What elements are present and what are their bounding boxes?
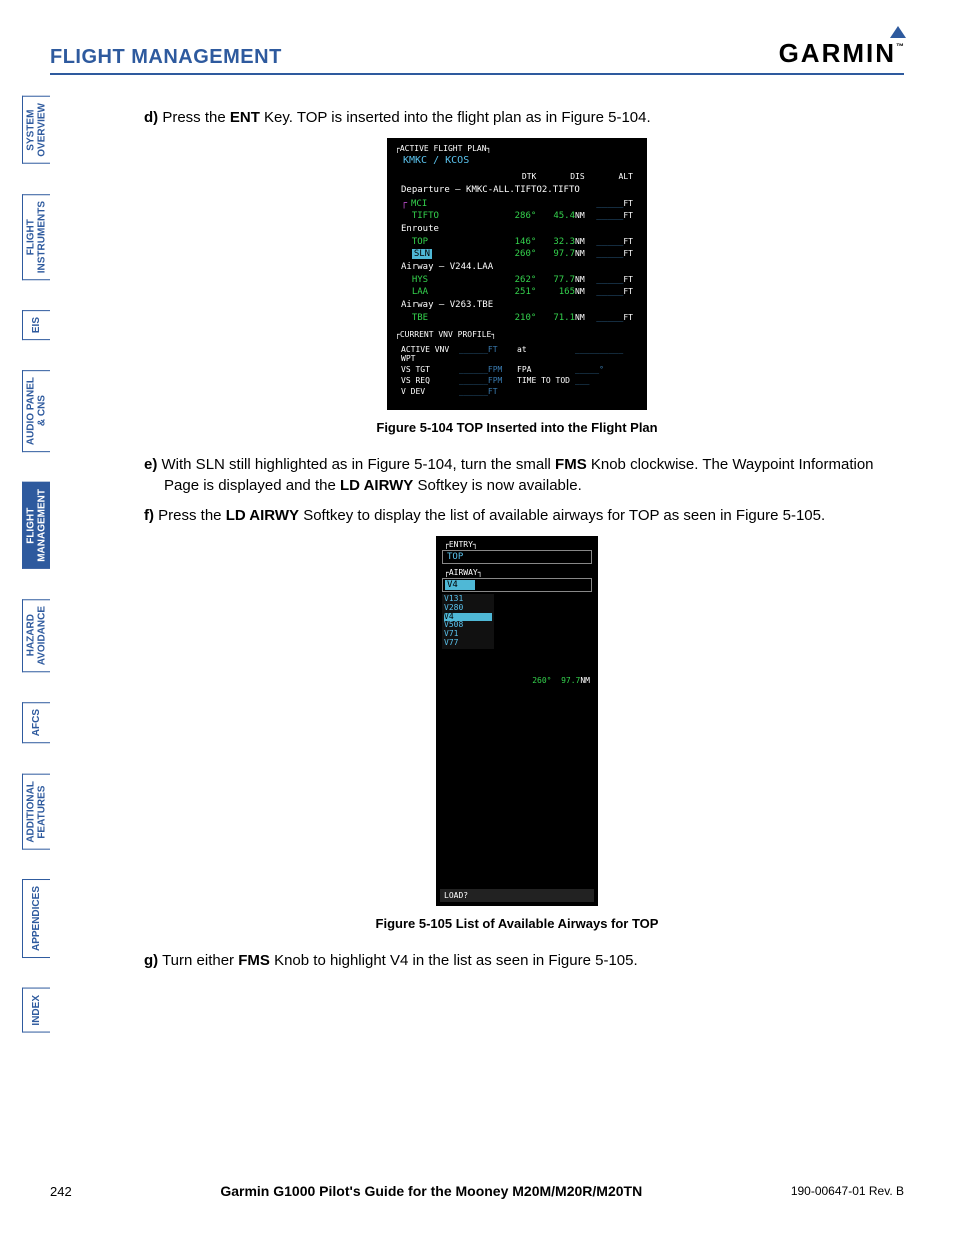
vnv-row: ACTIVE VNV WPT______FTat__________: [401, 345, 633, 363]
airway-label: ┌AIRWAY┐: [440, 568, 594, 577]
content-area: d) Press the ENT Key. TOP is inserted in…: [144, 108, 890, 981]
brand-text: GARMIN: [779, 38, 896, 68]
vnv-row: VS TGT______FPMFPA_____°: [401, 365, 633, 374]
afp-section-label: Airway – V263.TBE: [395, 298, 639, 312]
side-tab[interactable]: FLIGHTMANAGEMENT: [22, 482, 50, 569]
figure-105-caption: Figure 5-105 List of Available Airways f…: [144, 916, 890, 931]
side-tab[interactable]: ADDITIONALFEATURES: [22, 774, 50, 850]
figure-104-caption: Figure 5-104 TOP Inserted into the Fligh…: [144, 420, 890, 435]
entry-value: TOP: [442, 550, 592, 564]
vnv-row: VS REQ______FPMTIME TO TOD___: [401, 376, 633, 385]
afp-waypoint-row: TIFTO286°45.4NM_____FT: [395, 210, 639, 222]
footer-title: Garmin G1000 Pilot's Guide for the Moone…: [72, 1183, 791, 1199]
afp-section-label: Enroute: [395, 222, 639, 236]
side-tab[interactable]: AFCS: [22, 702, 50, 743]
side-tabs: SYSTEMOVERVIEW FLIGHTINSTRUMENTS EIS AUDIO …: [22, 96, 52, 1063]
afp-waypoint-row: ┌MCI_____FT: [395, 197, 639, 210]
page-number: 242: [50, 1184, 72, 1199]
side-tab[interactable]: APPENDICES: [22, 879, 50, 958]
section-title: FLIGHT MANAGEMENT: [50, 46, 282, 69]
footer-revision: 190-00647-01 Rev. B: [791, 1184, 904, 1198]
afp-waypoint-row: TBE210°71.1NM_____FT: [395, 312, 639, 324]
vnv-row: V DEV______FT: [401, 387, 633, 396]
vnv-profile: ACTIVE VNV WPT______FTat__________ VS TGT…: [395, 341, 639, 400]
step-d: d) Press the ENT Key. TOP is inserted in…: [144, 108, 890, 128]
airway-selection-box: V4: [442, 578, 592, 592]
step-g: g) Turn either FMS Knob to highlight V4 …: [144, 951, 890, 971]
airway-dropdown: V131V280V4V508V71V77: [442, 594, 494, 649]
afp-section-label: Airway – V244.LAA: [395, 260, 639, 274]
airway-option[interactable]: V77: [444, 639, 492, 648]
vnv-title: ┌CURRENT VNV PROFILE┐: [395, 330, 639, 339]
page-footer: 242 Garmin G1000 Pilot's Guide for the M…: [50, 1183, 904, 1199]
avionics-airway-screen: ┌ENTRY┐ TOP ┌AIRWAY┐ V4 V131V280V4V508V7…: [436, 536, 598, 906]
afp-route: KMKC / KCOS: [395, 155, 639, 170]
garmin-triangle-icon: [890, 26, 906, 38]
airway-heading-dist: 260° 97.7NM: [532, 676, 590, 685]
page-header: FLIGHT MANAGEMENT GARMIN™: [50, 38, 904, 75]
side-tab[interactable]: INDEX: [22, 988, 50, 1033]
afp-departure: Departure – KMKC-ALL.TIFTO2.TIFTO: [395, 183, 639, 197]
side-tab[interactable]: HAZARDAVOIDANCE: [22, 599, 50, 672]
side-tab[interactable]: SYSTEMOVERVIEW: [22, 96, 50, 164]
step-f: f) Press the LD AIRWY Softkey to display…: [144, 506, 890, 526]
side-tab[interactable]: AUDIO PANEL& CNS: [22, 370, 50, 452]
afp-waypoint-row: SLN260°97.7NM_____FT: [395, 248, 639, 260]
afp-title: ┌ACTIVE FLIGHT PLAN┐: [395, 144, 639, 153]
entry-label: ┌ENTRY┐: [440, 540, 594, 549]
step-e: e) With SLN still highlighted as in Figu…: [144, 455, 890, 496]
afp-rows: ┌MCI_____FT TIFTO286°45.4NM_____FTEnrout…: [395, 197, 639, 324]
load-prompt: LOAD?: [440, 889, 594, 902]
arrow-icon: ┌: [401, 198, 411, 209]
afp-waypoint-row: LAA251°165NM_____FT: [395, 286, 639, 298]
afp-waypoint-row: TOP146°32.3NM_____FT: [395, 236, 639, 248]
afp-column-headers: DTK DIS ALT: [395, 170, 639, 183]
garmin-logo: GARMIN™: [779, 38, 904, 69]
avionics-flight-plan-screen: ┌ACTIVE FLIGHT PLAN┐ KMKC / KCOS DTK DIS…: [387, 138, 647, 410]
airway-selected: V4: [445, 580, 475, 590]
side-tab[interactable]: EIS: [22, 310, 50, 340]
trademark: ™: [896, 42, 904, 51]
side-tab[interactable]: FLIGHTINSTRUMENTS: [22, 194, 50, 280]
afp-waypoint-row: HYS262°77.7NM_____FT: [395, 274, 639, 286]
